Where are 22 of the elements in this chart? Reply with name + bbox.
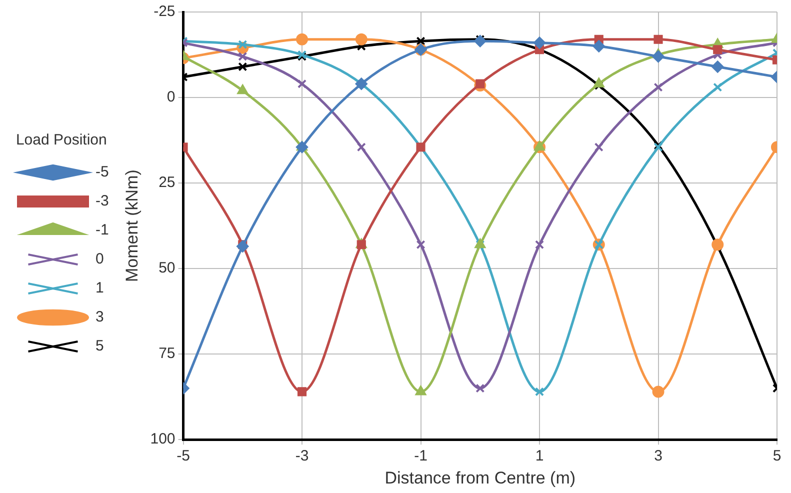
y-tick-label: 100 (150, 430, 176, 448)
legend-title: Load Position (16, 132, 107, 149)
x-axis-title: Distance from Centre (m) (384, 468, 576, 488)
y-axis-title: Moment (kNm) (122, 170, 142, 282)
x-tick-label: 3 (654, 448, 662, 465)
legend-label: 3 (96, 308, 104, 326)
y-tick-label: 25 (158, 174, 176, 192)
y-tick-label: -25 (154, 3, 176, 20)
legend-label: -5 (96, 164, 109, 181)
legend-label: 1 (96, 280, 104, 297)
x-tick-label: -5 (176, 448, 190, 465)
y-tick-label: 75 (158, 345, 176, 362)
legend-label: 5 (96, 338, 104, 355)
x-tick-label: 5 (772, 448, 782, 465)
y-tick-label: 50 (158, 260, 176, 277)
y-tick-label: 0 (166, 88, 176, 106)
x-tick-label: -3 (295, 448, 309, 465)
x-tick-label: 1 (535, 448, 544, 465)
legend-label: -1 (96, 222, 109, 239)
legend-label: 0 (96, 250, 104, 268)
legend-label: -3 (96, 192, 109, 210)
x-tick-label: -1 (414, 448, 428, 465)
